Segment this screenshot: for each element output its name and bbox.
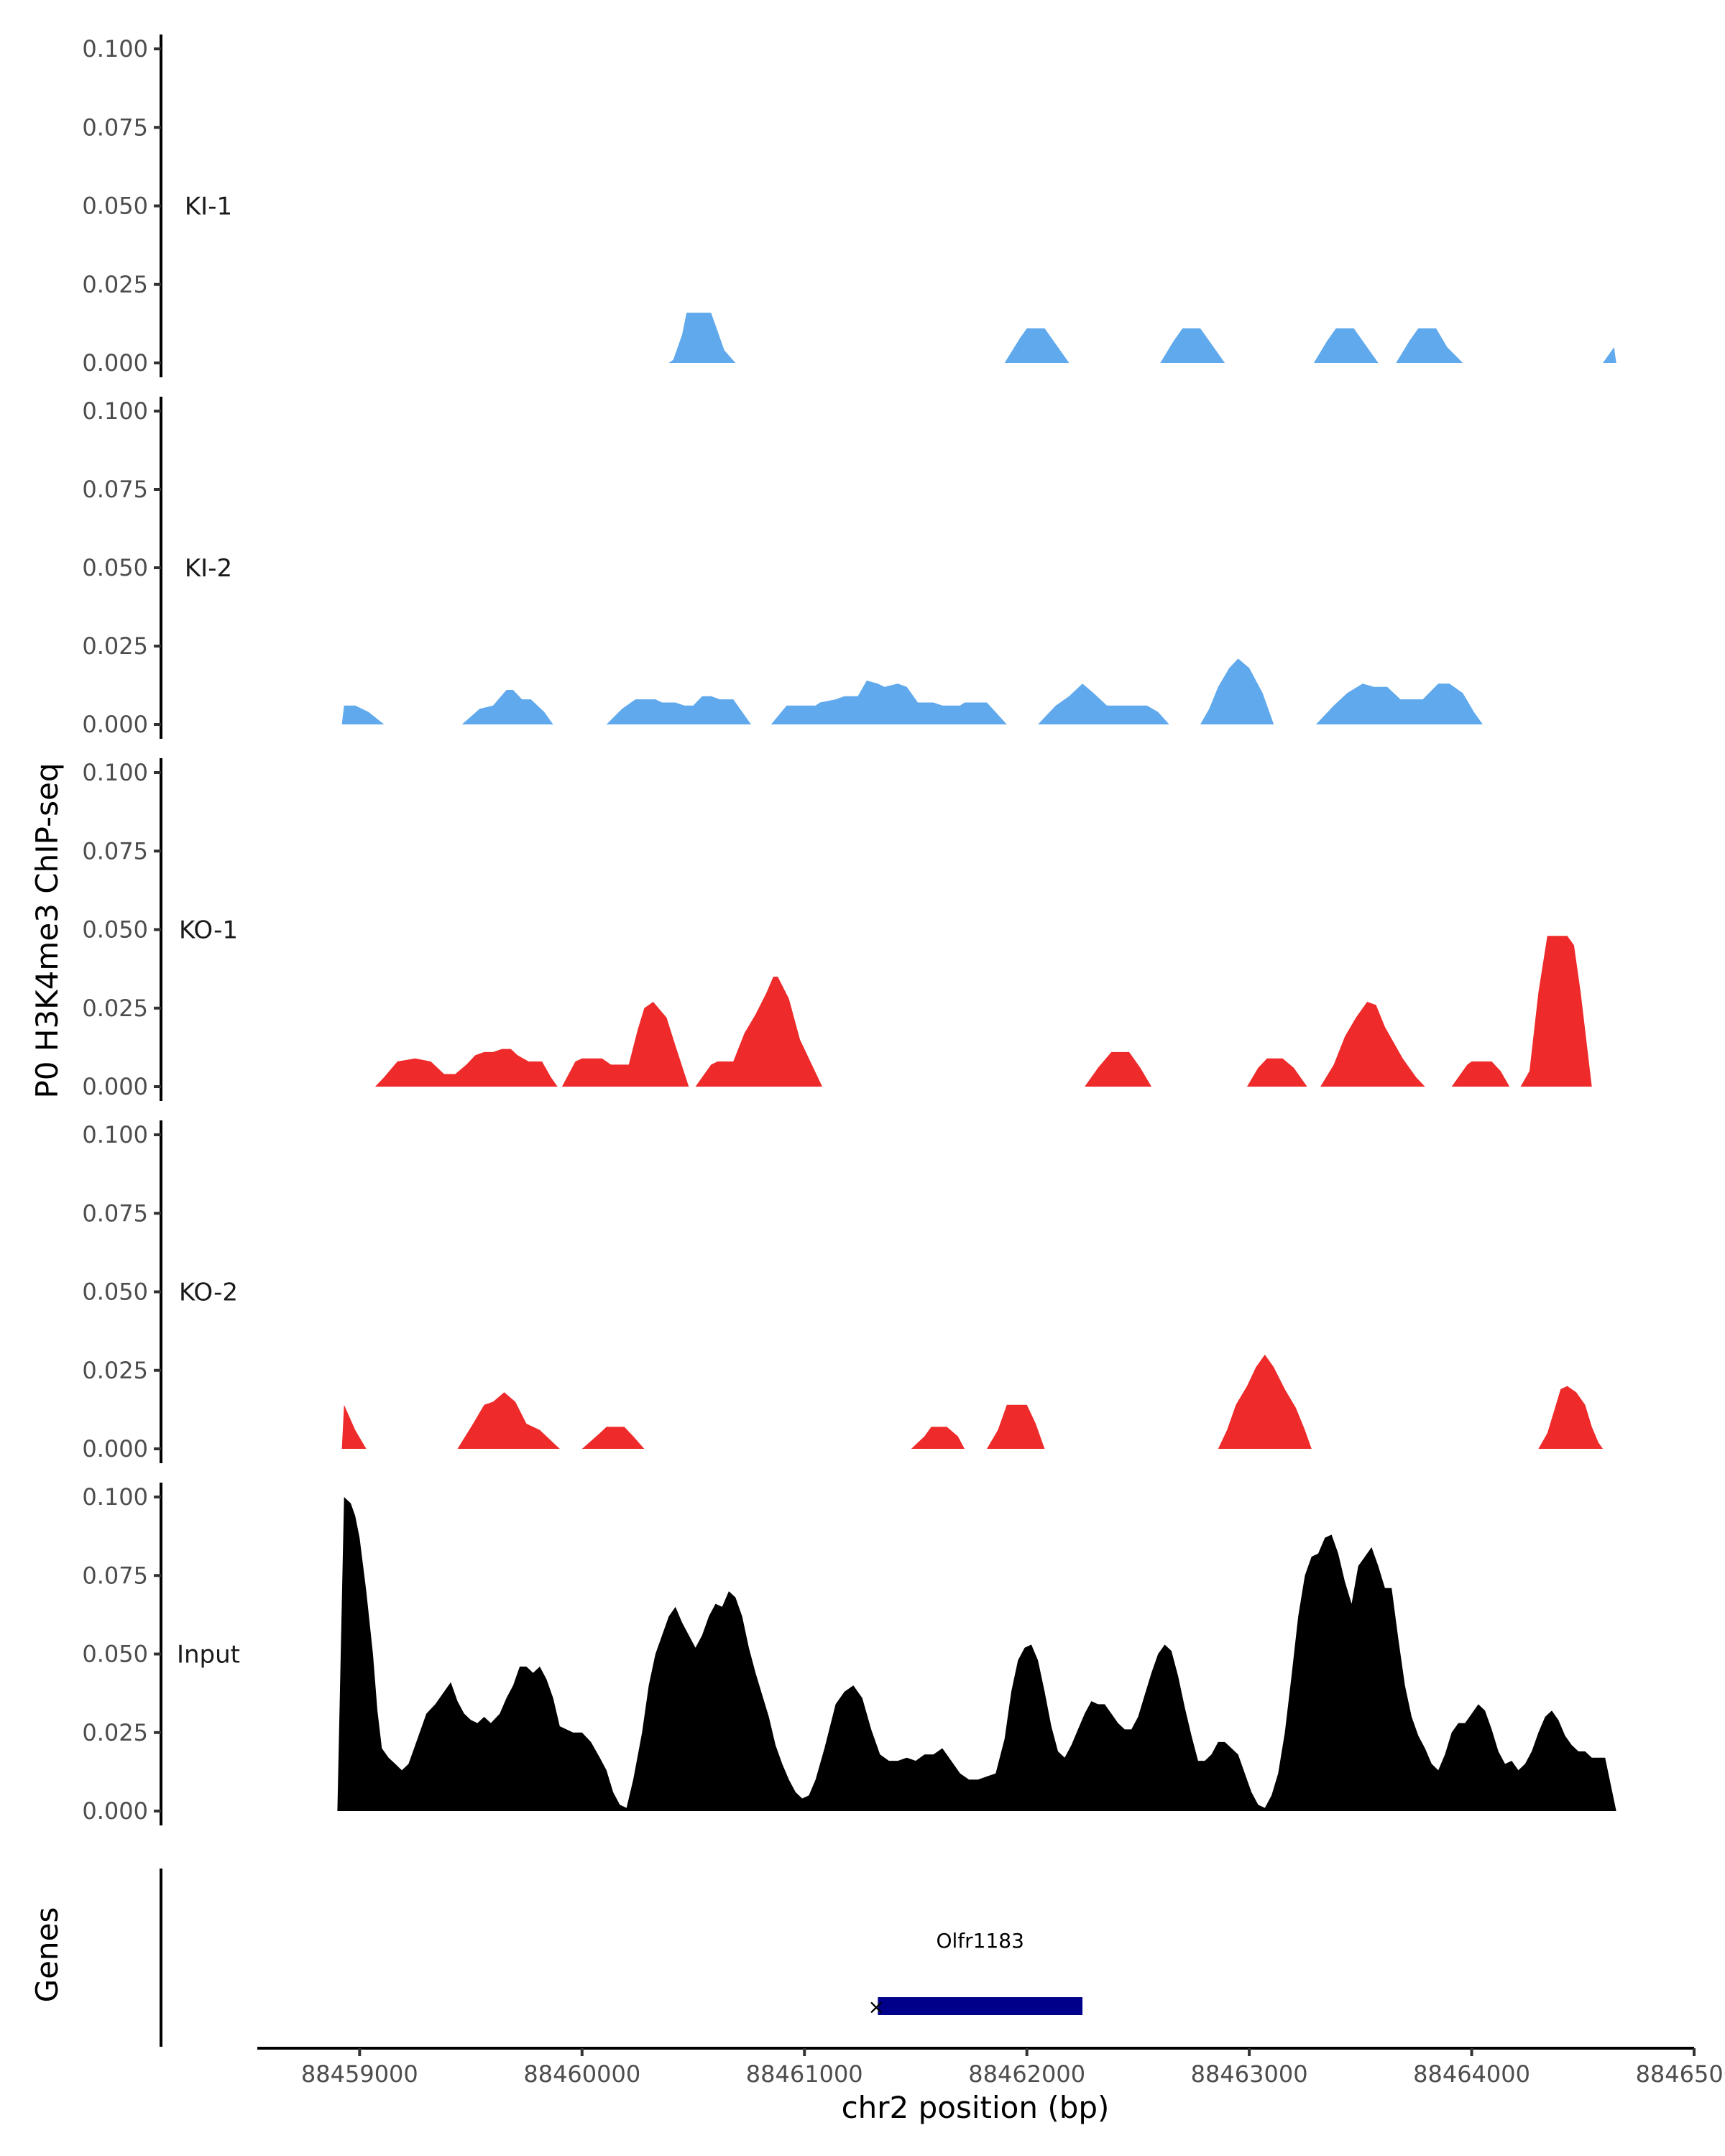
track-ki-1: 0.000 0.025 0.050 0.075 0.100 KI-1 (82, 34, 1619, 377)
track-ko-2: 0.000 0.025 0.050 0.075 0.100 KO-2 (82, 1120, 1604, 1463)
y-tick-label: 0.100 (82, 1121, 148, 1148)
x-tick-label: 88460000 (523, 2060, 640, 2088)
genes-axis-title: Genes (29, 1907, 65, 2003)
y-tick-label: 0.100 (82, 397, 148, 425)
y-tick-label: 0.075 (82, 1199, 148, 1227)
track-label-input: Input (177, 1641, 240, 1669)
track-label-ki-2: KI-2 (185, 554, 232, 583)
y-tick-label: 0.100 (82, 35, 148, 63)
y-tick-label: 0.025 (82, 1357, 148, 1384)
y-tick-label: 0.025 (82, 995, 148, 1022)
y-tick-label: 0.050 (82, 916, 148, 944)
genes-panel: × Olfr1183 (160, 1869, 1083, 2047)
signal-area-ko-1 (375, 936, 1596, 1087)
x-tick-label: 88463000 (1191, 2060, 1308, 2088)
y-tick-label: 0.100 (82, 1483, 148, 1511)
y-tick-label: 0.075 (82, 1562, 148, 1589)
gene-label-olfr1183: Olfr1183 (936, 1929, 1024, 1953)
y-tick-label: 0.025 (82, 632, 148, 660)
x-tick-label: 88465000 (1636, 2060, 1725, 2088)
signal-area-ko-2 (341, 1354, 1604, 1449)
y-tick-label: 0.100 (82, 759, 148, 786)
signal-area-input (337, 1497, 1616, 1811)
x-tick-label: 88461000 (746, 2060, 863, 2088)
track-ki-2: 0.000 0.025 0.050 0.075 0.100 KI-2 (82, 397, 1484, 739)
y-tick-label: 0.050 (82, 554, 148, 581)
y-tick-label: 0.000 (82, 349, 148, 377)
gene-body-olfr1183 (878, 1997, 1083, 2015)
track-ko-1: 0.000 0.025 0.050 0.075 0.100 KO-1 (82, 758, 1596, 1101)
signal-area-ki-2 (341, 658, 1484, 724)
y-tick-label: 0.050 (82, 193, 148, 220)
y-tick-label: 0.000 (82, 1073, 148, 1100)
y-tick-label: 0.075 (82, 114, 148, 141)
track-label-ki-1: KI-1 (185, 193, 232, 221)
y-tick-label: 0.075 (82, 837, 148, 865)
y-tick-label: 0.025 (82, 1719, 148, 1746)
x-axis: 88459000 88460000 88461000 88462000 88463000… (257, 2047, 1725, 2088)
track-input: 0.000 0.025 0.050 0.075 0.100 Input (82, 1483, 1616, 1825)
y-tick-label: 0.075 (82, 476, 148, 503)
x-tick-label: 88464000 (1413, 2060, 1530, 2088)
track-label-ko-1: KO-1 (179, 916, 238, 945)
tracks-group: 0.0000.0250.0500.0750.100KI-10.0000.0250… (82, 34, 1619, 1825)
y-axis-title: P0 H3K4me3 ChIP-seq (29, 763, 65, 1098)
y-tick-label: 0.050 (82, 1279, 148, 1306)
y-tick-label: 0.025 (82, 271, 148, 298)
x-axis-title: chr2 position (bp) (842, 2090, 1110, 2125)
x-tick-label: 88459000 (301, 2060, 418, 2088)
y-tick-label: 0.000 (82, 1435, 148, 1462)
gene-strand-marker: × (868, 1995, 884, 2019)
y-tick-label: 0.000 (82, 711, 148, 738)
track-label-ko-2: KO-2 (179, 1279, 238, 1307)
y-tick-label: 0.050 (82, 1641, 148, 1668)
signal-area-ki-1 (341, 313, 1619, 363)
x-tick-label: 88462000 (968, 2060, 1085, 2088)
y-tick-label: 0.000 (82, 1797, 148, 1825)
